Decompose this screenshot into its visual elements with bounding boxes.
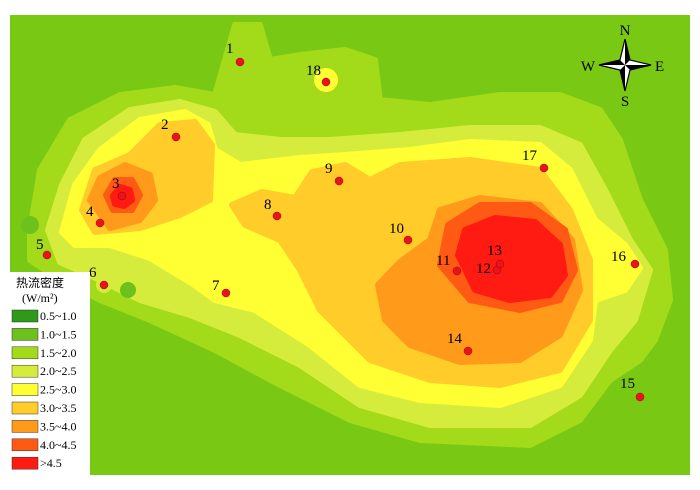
legend-label: 0.5~1.0 <box>40 309 77 323</box>
site-dot <box>403 235 413 245</box>
zone-spot <box>120 282 136 298</box>
compass-shade <box>599 39 651 91</box>
contours <box>10 15 690 475</box>
site-label: 5 <box>36 237 44 253</box>
site-dot <box>99 280 109 290</box>
site-label: 9 <box>325 161 333 177</box>
site-dot <box>463 346 473 356</box>
site-label: 11 <box>436 253 450 269</box>
site-label: 4 <box>86 204 94 220</box>
legend-label: 2.0~2.5 <box>40 364 77 378</box>
site-label: 6 <box>89 265 97 281</box>
site-dot <box>635 392 645 402</box>
legend-swatch <box>11 328 39 341</box>
legend-swatch <box>11 383 39 396</box>
compass: N E S W <box>581 23 664 110</box>
site-label: 1 <box>226 41 234 57</box>
legend: 热流密度 (W/m²) 0.5~1.0 1.0~1.5 1.5~2.0 2.0~2.5… <box>10 272 90 475</box>
legend-swatch <box>11 364 39 378</box>
site-label: 2 <box>161 117 169 133</box>
site-dot <box>272 211 282 221</box>
site-label: 8 <box>264 197 272 213</box>
zone-spot <box>21 216 39 234</box>
site-label: 17 <box>522 148 538 164</box>
legend-label: 2.5~3.0 <box>40 383 77 397</box>
compass-n: N <box>620 23 631 39</box>
legend-label: 1.5~2.0 <box>40 346 77 360</box>
site-dot <box>171 132 181 142</box>
compass-w: W <box>581 59 596 75</box>
site-label: 16 <box>611 249 627 265</box>
legend-swatch <box>11 346 39 360</box>
site-label: 14 <box>447 331 463 347</box>
site-dot <box>539 163 549 173</box>
legend-title: 热流密度 <box>16 275 64 290</box>
site-label: 10 <box>389 221 404 237</box>
site-dot <box>95 218 105 228</box>
site-dot <box>334 176 344 186</box>
site-label: 13 <box>487 243 502 259</box>
legend-label: 1.0~1.5 <box>40 327 77 341</box>
legend-unit: (W/m²) <box>22 291 58 305</box>
legend-swatch <box>11 309 39 323</box>
legend-swatch <box>11 456 39 470</box>
site-dot <box>495 259 505 269</box>
site-label: 12 <box>476 261 491 277</box>
legend-label: 3.0~3.5 <box>40 401 77 415</box>
legend-label: 3.5~4.0 <box>40 419 77 433</box>
compass-s: S <box>621 94 629 110</box>
legend-swatch <box>11 420 39 433</box>
site-label: 7 <box>212 278 220 294</box>
zone-4-5 <box>455 215 568 303</box>
site-dot <box>235 57 245 67</box>
legend-swatch <box>11 438 39 452</box>
legend-label: >4.5 <box>40 456 62 470</box>
legend-swatch <box>11 401 39 415</box>
site-dot <box>630 259 640 269</box>
site-label: 15 <box>620 376 635 392</box>
site-dot <box>452 266 462 276</box>
compass-e: E <box>655 59 664 75</box>
site-dot <box>321 77 331 87</box>
site-dot <box>221 288 231 298</box>
site-dot <box>42 250 52 260</box>
site-label: 3 <box>112 176 120 192</box>
site-dot <box>117 191 127 201</box>
legend-label: 4.0~4.5 <box>40 438 77 452</box>
site-label: 18 <box>306 63 321 79</box>
